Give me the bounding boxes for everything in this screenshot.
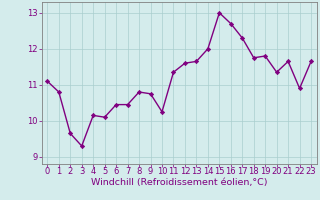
X-axis label: Windchill (Refroidissement éolien,°C): Windchill (Refroidissement éolien,°C) <box>91 178 268 187</box>
